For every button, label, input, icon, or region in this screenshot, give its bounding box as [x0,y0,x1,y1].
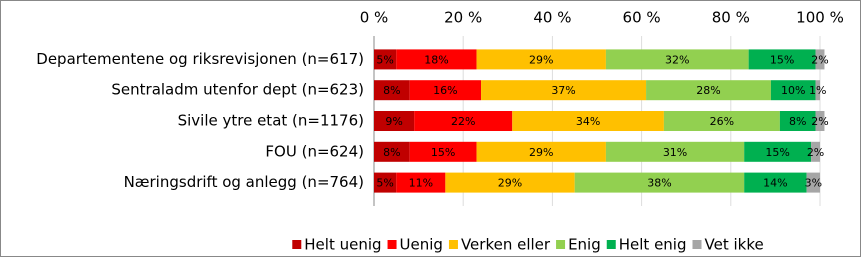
value-label: 32% [665,53,689,66]
legend-swatch [692,240,702,249]
x-tick-label: 0 % [360,9,389,27]
bar-segment [605,141,745,162]
bar-segment [605,49,749,70]
value-label: 15% [431,146,455,159]
value-label: 18% [424,53,448,66]
bar-segment [374,49,397,70]
bar-segment [574,172,745,193]
value-label: 10% [781,84,805,97]
category-label: Sentraladm utenfor dept (n=623) [111,81,364,99]
legend-swatch [556,240,566,249]
value-label: 8% [383,84,400,97]
bar-segment [744,141,812,162]
bar-segment [414,111,513,131]
legend-swatch [387,240,397,249]
legend-swatch [606,240,616,249]
value-label: 28% [696,84,720,97]
category-label: Sivile ytre etat (n=1176) [178,112,364,130]
value-label: 31% [663,146,687,159]
legend-label: Enig [568,236,601,254]
bar-segment [476,49,606,70]
bar-segment [374,111,415,131]
value-label: 2% [807,146,824,159]
legend-label: Uenig [400,236,443,254]
value-label: 5% [376,53,393,66]
value-label: 29% [529,53,553,66]
value-label: 8% [789,115,806,128]
bar-segment [481,80,647,101]
value-label: 34% [576,115,600,128]
legend-swatch [448,240,458,249]
x-tick-label: 20 % [444,9,482,27]
bar-segment [409,141,477,162]
value-label: 16% [433,84,457,97]
bar-segment [748,49,816,70]
bar-segment [663,111,780,131]
value-label: 38% [647,177,671,190]
category-label: Departementene og riksrevisjonen (n=617) [36,50,364,68]
bar-segment [770,80,816,101]
category-label: FOU (n=624) [265,142,364,160]
value-label: 26% [710,115,734,128]
value-label: 15% [765,146,789,159]
legend-label: Helt enig [619,236,687,254]
value-label: 22% [451,115,475,128]
legend-swatch [292,240,302,249]
bar-segment [396,49,477,70]
x-tick-label: 80 % [712,9,750,27]
x-tick-label: 60 % [623,9,661,27]
value-label: 5% [376,177,393,190]
bar-segment [476,141,606,162]
value-label: 2% [811,53,828,66]
bar-segment [806,172,820,193]
bar-segment [815,80,820,101]
value-label: 15% [770,53,794,66]
value-label: 9% [385,115,402,128]
category-label: Næringsdrift og anlegg (n=764) [124,173,364,191]
bar-segment [779,111,816,131]
legend-label: Helt uenig [304,236,381,254]
value-label: 14% [763,177,787,190]
legend-label: Vet ikke [705,236,764,254]
bar-segment [815,49,825,70]
value-label: 29% [529,146,553,159]
bar-segment [396,172,446,193]
x-tick-label: 40 % [533,9,571,27]
value-label: 29% [498,177,522,190]
x-tick-label: 100 % [796,9,844,27]
legend-label: Verken eller [461,236,551,254]
bar-segment [512,111,664,131]
bar-segment [815,111,825,131]
bar-segment [646,80,771,101]
value-label: 37% [551,84,575,97]
bar-segment [374,141,410,162]
value-label: 11% [409,177,433,190]
bar-segment [409,80,482,101]
bar-segment [374,80,410,101]
value-label: 1% [809,84,826,97]
value-label: 3% [805,177,822,190]
bar-segment [811,141,820,162]
bar-segment [374,172,397,193]
bar-segment [744,172,807,193]
value-label: 2% [811,115,828,128]
bar-segment [445,172,575,193]
value-label: 8% [383,146,400,159]
